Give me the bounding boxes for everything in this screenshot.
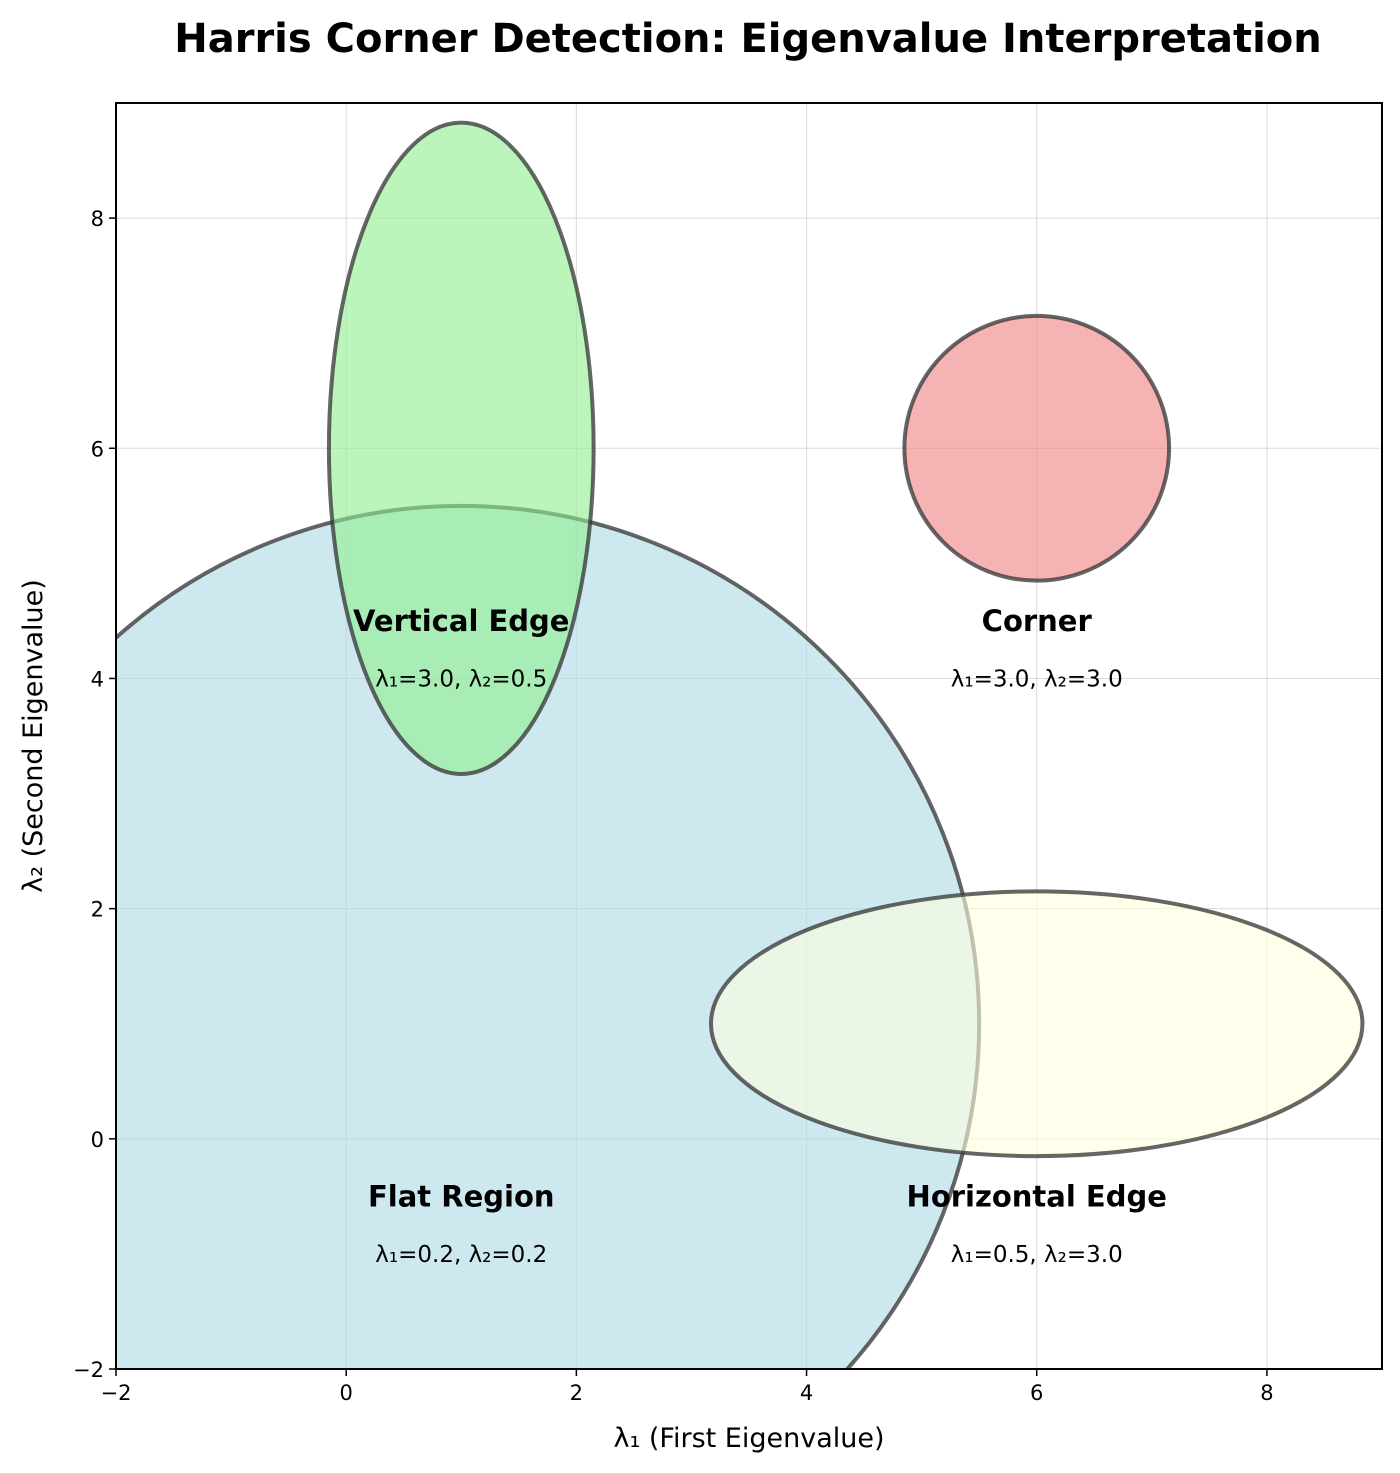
vertical-edge-values: λ₁=3.0, λ₂=0.5 <box>375 666 547 692</box>
horizontal-edge-values: λ₁=0.5, λ₂=3.0 <box>951 1242 1123 1268</box>
y-tick-label: 6 <box>91 437 104 461</box>
x-tick-label: 6 <box>1030 1381 1043 1405</box>
y-tick-label: −2 <box>73 1358 104 1382</box>
y-tick-label: 4 <box>91 667 104 691</box>
x-tick-label: 8 <box>1260 1381 1273 1405</box>
plot-frame <box>115 102 1383 1370</box>
flat-region-values: λ₁=0.2, λ₂=0.2 <box>375 1242 547 1268</box>
corner-ellipse <box>902 313 1172 583</box>
chart-title: Harris Corner Detection: Eigenvalue Inte… <box>174 16 1322 62</box>
flat-region-label: Flat Region <box>368 1179 555 1213</box>
y-axis-label: λ₂ (Second Eigenvalue) <box>18 579 49 893</box>
vertical-edge-label: Vertical Edge <box>353 604 569 638</box>
region-labels: Flat Region λ₁=0.2, λ₂=0.2 Vertical Edge λ₁… <box>353 604 1167 1268</box>
x-tick-label: 2 <box>570 1381 583 1405</box>
corner-values: λ₁=3.0, λ₂=3.0 <box>951 666 1123 692</box>
region-shapes <box>116 120 1365 1369</box>
horizontal-edge-ellipse <box>709 889 1365 1159</box>
y-tick-label: 8 <box>91 207 104 231</box>
x-tick-label: 0 <box>339 1381 352 1405</box>
x-axis-label: λ₁ (First Eigenvalue) <box>613 1423 884 1454</box>
corner-label: Corner <box>982 604 1093 638</box>
y-tick-label: 0 <box>91 1128 104 1152</box>
x-tick-label: 4 <box>800 1381 813 1405</box>
horizontal-edge-label: Horizontal Edge <box>907 1179 1167 1213</box>
axis-ticks: −2 0 2 4 6 8 −2 0 2 4 6 8 <box>73 207 1274 1405</box>
x-tick-label: −2 <box>101 1381 132 1405</box>
vertical-edge-ellipse <box>326 120 596 776</box>
y-tick-label: 2 <box>91 898 104 922</box>
